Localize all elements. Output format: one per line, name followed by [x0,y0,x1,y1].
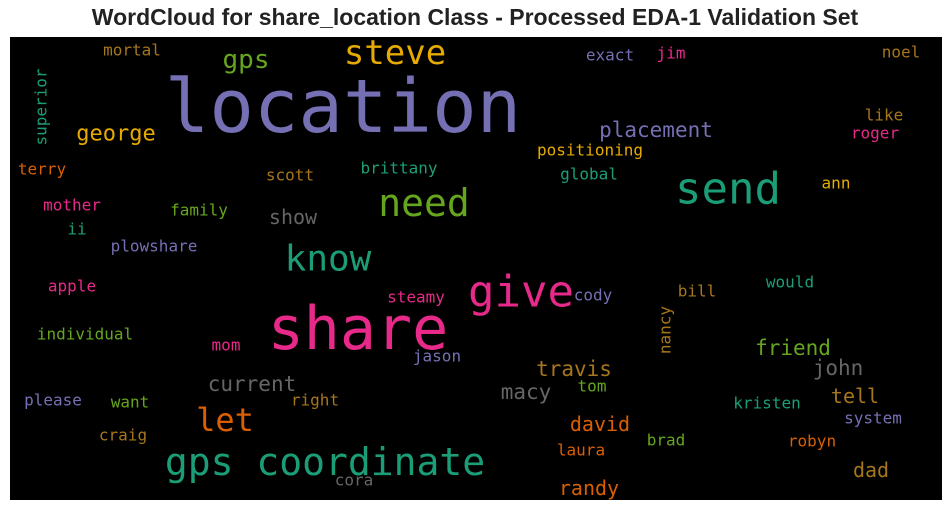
word-tell: tell [831,384,879,408]
word-positioning: positioning [537,141,643,160]
word-nancy: nancy [656,306,675,355]
word-steve: steve [344,37,446,73]
word-mother: mother [43,196,101,215]
word-let: let [196,401,254,439]
word-craig: craig [99,426,147,445]
word-terry: terry [18,160,67,179]
word-noel: noel [882,43,921,62]
chart-title: WordCloud for share_location Class - Pro… [91,4,859,30]
word-roger: roger [851,124,900,143]
word-george: george [76,122,155,147]
word-scott: scott [266,166,314,185]
word-steamy: steamy [387,288,445,307]
word-need: need [378,181,470,225]
word-jason: jason [413,347,461,366]
word-gps: gps [223,45,270,75]
word-bill: bill [678,282,717,301]
word-exact: exact [586,46,634,65]
word-know: know [285,239,372,280]
word-gps-coordinate: gps coordinate [165,440,485,484]
word-share: share [268,294,449,364]
word-friend: friend [755,336,831,360]
word-randy: randy [559,476,619,500]
word-family: family [170,201,228,220]
word-macy: macy [501,380,552,404]
word-want: want [111,393,150,412]
word-superior: superior [32,68,51,145]
word-show: show [269,205,318,229]
wordcloud-svg: location share give send gps coordinate steve… [18,37,921,500]
word-mortal: mortal [103,41,161,60]
word-current: current [208,372,297,396]
word-mom: mom [212,336,241,355]
word-brittany: brittany [360,159,437,178]
word-like: like [865,106,904,125]
word-david: david [570,412,630,436]
word-ii: ii [67,220,86,239]
word-john: john [813,356,864,380]
word-apple: apple [48,277,96,296]
word-send: send [675,164,781,215]
word-travis: travis [536,357,612,381]
word-laura: laura [557,441,605,460]
word-give: give [468,267,574,318]
word-please: please [24,391,82,410]
word-robyn: robyn [788,432,836,451]
word-placement: placement [599,118,713,142]
word-system: system [844,409,902,428]
word-plowshare: plowshare [111,237,198,256]
word-cora: cora [335,471,374,490]
word-individual: individual [37,325,133,344]
word-location: location [165,64,521,150]
word-brad: brad [647,431,686,450]
word-jim: jim [657,44,686,63]
word-cody: cody [574,286,613,305]
wordcloud-panel: location share give send gps coordinate steve… [10,37,942,500]
word-right: right [291,391,339,410]
word-global: global [560,165,618,184]
word-would: would [766,273,814,292]
word-tom: tom [578,377,607,396]
word-ann: ann [822,174,851,193]
word-kristen: kristen [733,394,800,413]
word-dad: dad [853,458,889,482]
